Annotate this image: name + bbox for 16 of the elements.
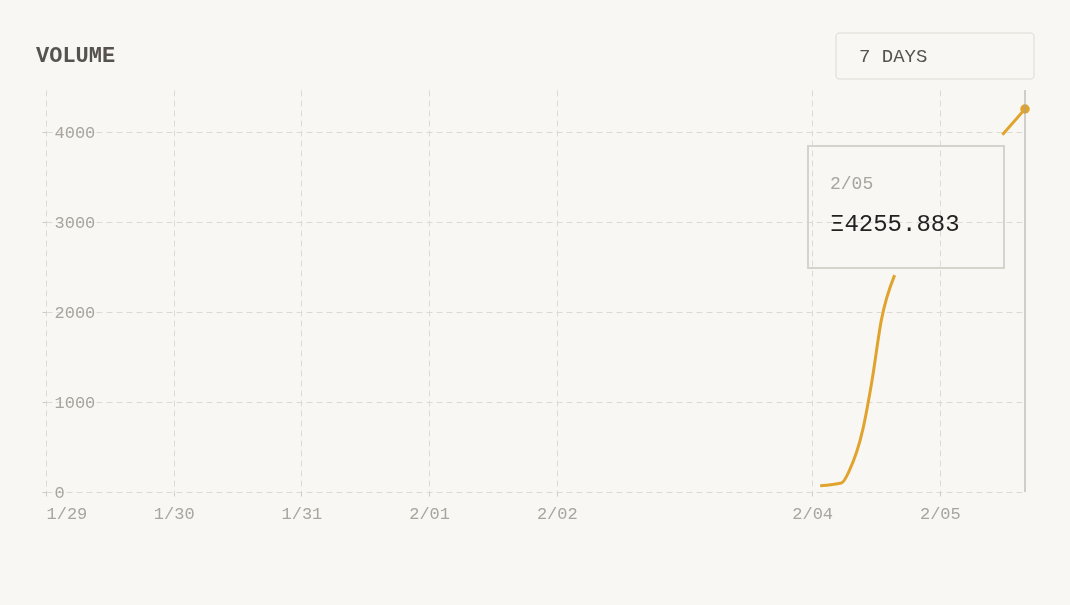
x-tick-label: 1/31 <box>281 504 323 524</box>
text: 7 DAYS <box>859 46 928 68</box>
chart-title: VOLUME <box>36 44 116 69</box>
x-tick-label: 2/04 <box>792 504 834 524</box>
y-tick-label: 1000 <box>54 393 96 413</box>
x-tick-label: 1/29 <box>46 504 88 524</box>
y-tick-label: 2000 <box>54 303 96 323</box>
annotation: Ξ4255.883 <box>830 211 960 238</box>
x-tick-label: 2/01 <box>409 504 450 524</box>
annotation: 2/05 <box>830 174 874 194</box>
y-tick-label: 3000 <box>54 213 96 233</box>
x-tick-label: 1/30 <box>153 504 195 524</box>
y-tick-label: 4000 <box>54 123 96 143</box>
x-tick-label: 2/02 <box>536 504 578 524</box>
y-tick-label: 0 <box>54 483 65 503</box>
x-tick-label: 2/05 <box>919 504 961 524</box>
